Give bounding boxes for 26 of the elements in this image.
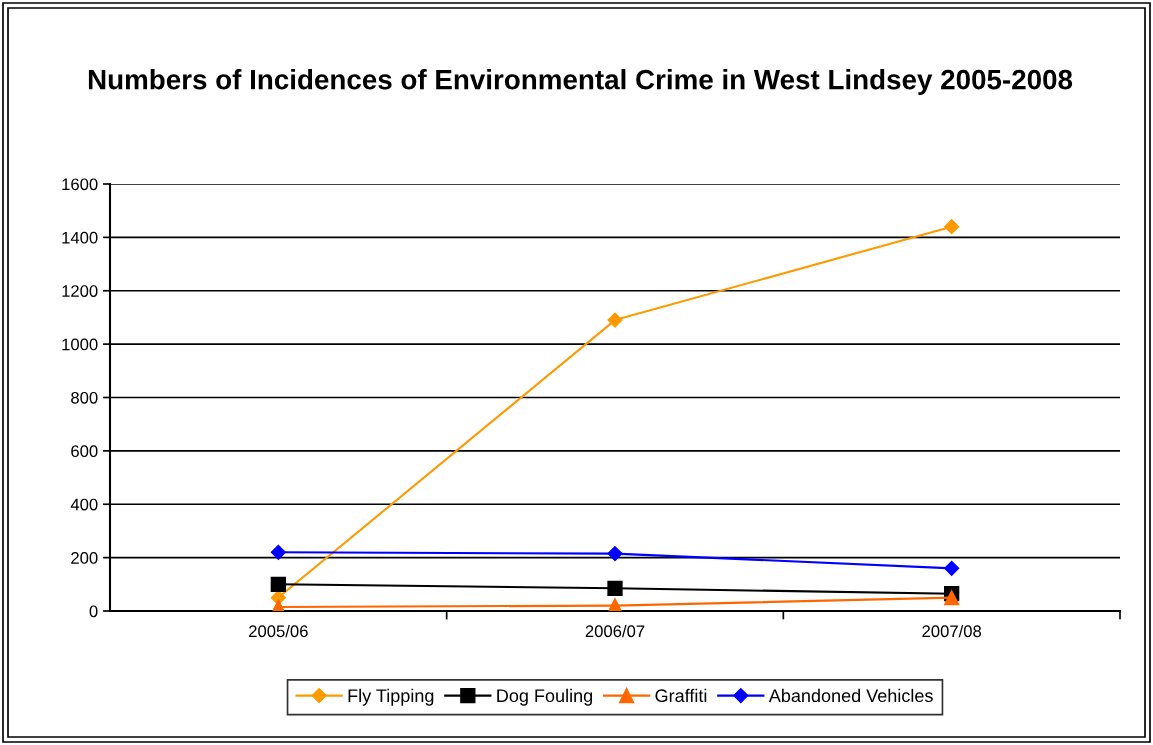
y-tick-label: 0 [89,605,98,618]
x-tick-label: 2007/08 [922,624,982,638]
y-tick-label: 600 [71,445,98,458]
legend-label: Abandoned Vehicles [768,688,933,703]
y-tick-label: 1000 [62,338,98,351]
point [944,590,960,606]
y-tick-label: 200 [71,552,98,564]
x-tick-label: 2006/07 [585,624,645,638]
y-tick-label: 400 [70,498,98,511]
x-tick-label: 2005/06 [249,624,308,638]
chart-title: Numbers of Incidences of Environmental Crime in West Lindsey 2005-2008 [88,69,1073,95]
legend-label: Graffiti [655,688,707,703]
point [607,312,623,328]
legend-label: Dog Fouling [497,688,593,706]
y-tick-label: 1400 [62,231,98,244]
point [270,576,286,592]
point [270,544,286,560]
point [607,546,623,562]
y-tick-label: 800 [71,391,98,404]
point [944,560,960,576]
point [944,219,960,235]
point [607,598,623,611]
y-tick-label: 1600 [62,178,98,191]
y-tick-label: 1200 [62,285,98,297]
legend-label: Fly Tipping [348,688,434,706]
point [607,580,623,596]
